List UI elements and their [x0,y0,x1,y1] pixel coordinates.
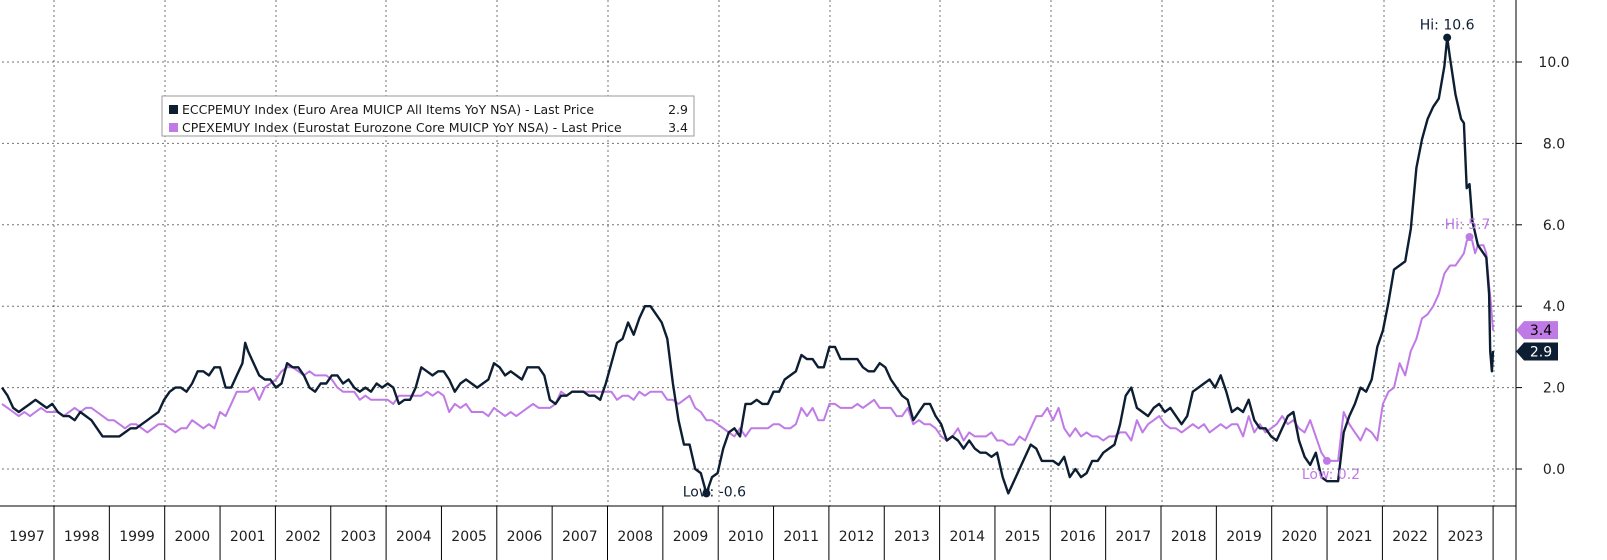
legend-value: 3.4 [668,120,688,135]
legend-swatch [169,123,178,132]
x-tick-label: 2010 [728,529,764,545]
y-tick-label: 4.0 [1543,299,1565,315]
annotation-layer: Hi: 10.6 Low: -0.6 Hi: 5.7 Low: 0.2 [683,18,1491,501]
x-tick-label: 2000 [175,529,211,545]
x-tick-label: 2011 [783,529,819,545]
x-tick-label: 1999 [119,529,155,545]
legend-box [161,95,695,137]
x-tick-label: 1998 [64,529,100,545]
series-layer [1,36,1495,495]
x-tick-label: 2009 [673,529,709,545]
x-tick-label: 2016 [1060,529,1096,545]
x-tick-label: 2020 [1282,529,1318,545]
x-tick-label: 2018 [1171,529,1207,545]
legend: ECCPEMUY Index (Euro Area MUICP All Item… [161,95,695,137]
annotation-label: Hi: 10.6 [1420,18,1475,34]
annotation-marker [1443,33,1452,42]
legend-value: 2.9 [668,102,688,117]
y-axis: 0.0 2.0 4.0 6.0 8.0 10.0 [1515,0,1570,560]
x-tick-label: 2003 [341,529,377,545]
x-tick-label: 2023 [1448,529,1484,545]
annotation-label: Low: 0.2 [1302,467,1360,483]
x-tick-label: 2006 [507,529,543,545]
series-line-core [1,236,1494,462]
annotation-marker [1465,233,1474,242]
x-axis: 1997 1998 1999 2000 2001 2002 2003 2004 2005 2006… [0,505,1516,560]
annotation-marker [1322,456,1331,465]
legend-swatch [169,105,178,114]
x-tick-label: 2012 [839,529,875,545]
x-tick-label: 2017 [1116,529,1152,545]
y-tick-label: 10.0 [1538,55,1569,71]
x-tick-label: 2022 [1392,529,1428,545]
y-tick-label: 8.0 [1543,136,1565,152]
last-value-label: 2.9 [1530,344,1552,360]
last-value-tag [1516,342,1558,361]
x-tick-label: 2015 [1005,529,1041,545]
annotation-label: Hi: 5.7 [1445,217,1491,233]
x-tick-label: 2014 [949,529,985,545]
legend-label: ECCPEMUY Index (Euro Area MUICP All Item… [182,102,594,117]
x-tick-label: 2019 [1226,529,1262,545]
x-tick-label: 2002 [285,529,321,545]
y-tick-label: 2.0 [1543,381,1565,397]
annotation-marker [702,489,711,498]
last-value-tag [1516,321,1558,340]
x-tick-label: 2004 [396,529,432,545]
last-value-tags: 3.42.9 [1516,321,1558,361]
x-tick-label: 2007 [562,529,598,545]
series-line-headline [1,36,1495,495]
y-tick-label: 0.0 [1543,462,1565,478]
annotation-label: Low: -0.6 [683,484,746,500]
x-tick-label: 2008 [617,529,653,545]
last-value-label: 3.4 [1530,323,1552,339]
grid [2,0,1516,506]
x-tick-label: 2005 [451,529,487,545]
x-tick-label: 2021 [1337,529,1373,545]
x-tick-label: 2001 [230,529,266,545]
legend-label: CPEXEMUY Index (Eurostat Eurozone Core M… [182,120,622,135]
x-tick-label: 2013 [894,529,930,545]
x-tick-label: 1997 [9,529,45,545]
y-tick-label: 6.0 [1543,218,1565,234]
